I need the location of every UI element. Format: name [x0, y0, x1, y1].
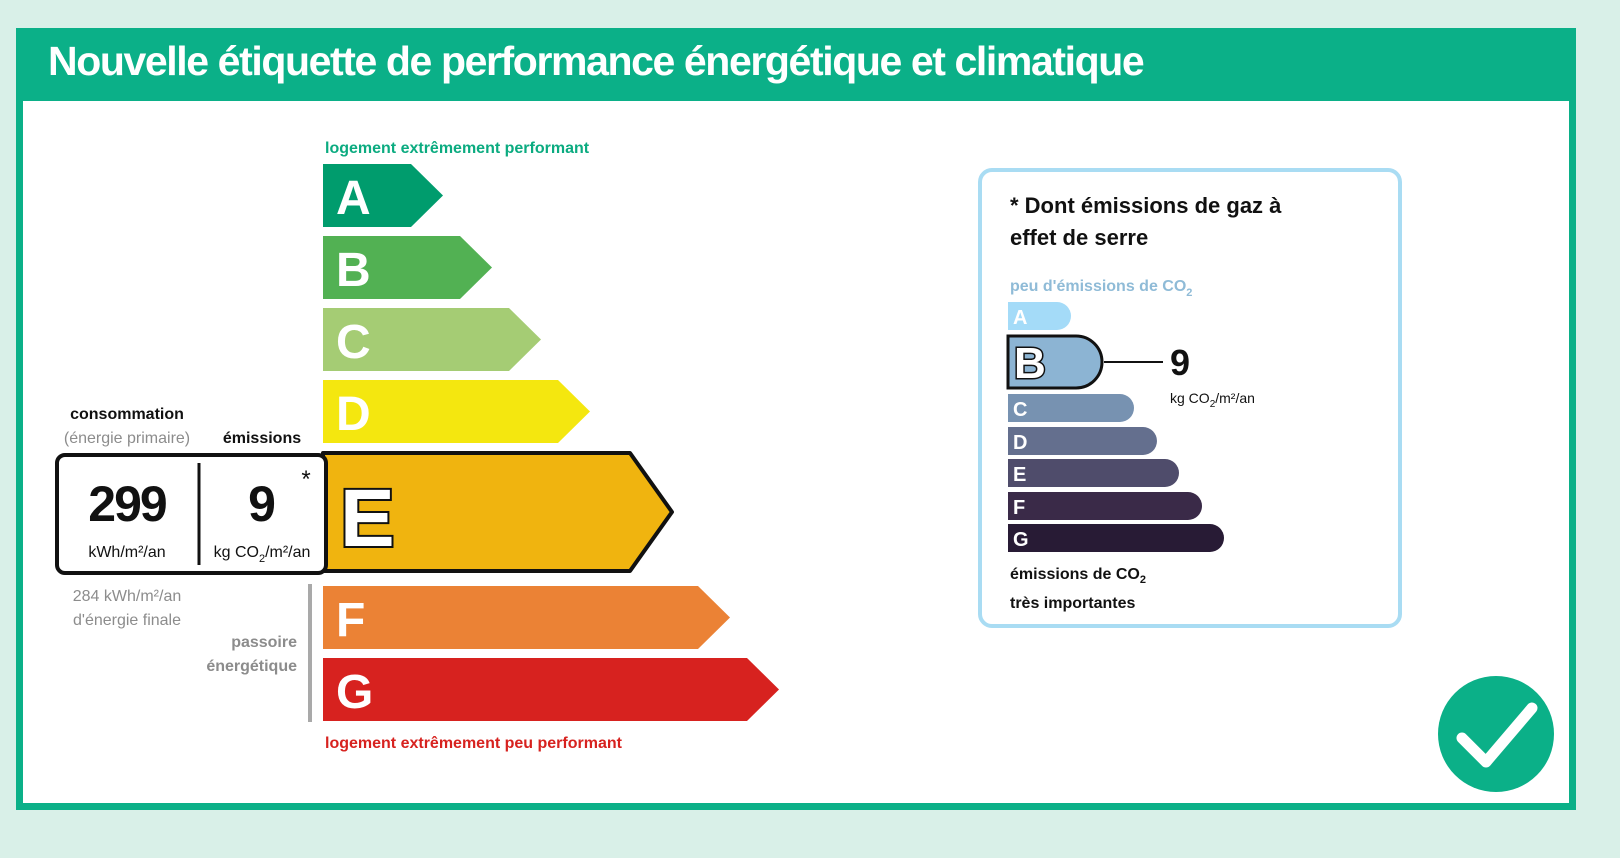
ghg-bottom-line2: très importantes: [1010, 595, 1136, 613]
emissions-asterisk: *: [301, 466, 310, 493]
emissions-heading: émissions: [223, 430, 301, 447]
energy-bottom-label: logement extrêmement peu performant: [325, 735, 623, 752]
ghg-bottom-label: émissions de CO2 très importantes: [1010, 563, 1210, 616]
energy-bar-g: [323, 658, 779, 721]
passoire-line1: passoire: [231, 634, 297, 651]
energy-bar-c: [323, 308, 541, 371]
energy-bar-a: [323, 164, 443, 227]
final-energy-label: d'énergie finale: [73, 612, 181, 629]
energy-bar-letter-a: A: [336, 172, 371, 225]
ghg-title: * Dont émissions de gaz à effet de serre: [1010, 193, 1282, 250]
page-title: Nouvelle étiquette de performance énergé…: [48, 38, 1145, 84]
consumption-value: 299: [88, 476, 166, 532]
check-mark-icon: [1456, 702, 1538, 768]
energy-bar-letter-f: F: [336, 594, 365, 647]
energy-bar-letter-b: B: [336, 244, 371, 297]
energy-bar-d: [323, 380, 590, 443]
emissions-value: 9: [248, 476, 276, 532]
final-energy-value: 284 kWh/m²/an: [73, 588, 181, 605]
consumption-heading: consommation: [70, 406, 184, 423]
consumption-subheading: (énergie primaire): [64, 430, 190, 447]
consumption-box: [55, 453, 328, 575]
energy-bar-letter-d: D: [336, 388, 371, 441]
energy-top-label: logement extrêmement performant: [325, 140, 590, 157]
emissions-unit: kg CO2/m²/an: [214, 544, 311, 565]
passoire-line2: énergétique: [206, 658, 297, 675]
energy-bar-letter-c: C: [336, 316, 371, 369]
energy-bar-letter-e: E: [340, 473, 395, 564]
energy-bar-letter-g: G: [336, 666, 373, 719]
ghg-bottom-line1: émissions de CO2: [1010, 566, 1146, 587]
consumption-unit: kWh/m²/an: [88, 544, 165, 561]
check-circle-icon: [1438, 676, 1554, 792]
energy-bar-f: [323, 586, 730, 649]
energy-bar-b: [323, 236, 492, 299]
